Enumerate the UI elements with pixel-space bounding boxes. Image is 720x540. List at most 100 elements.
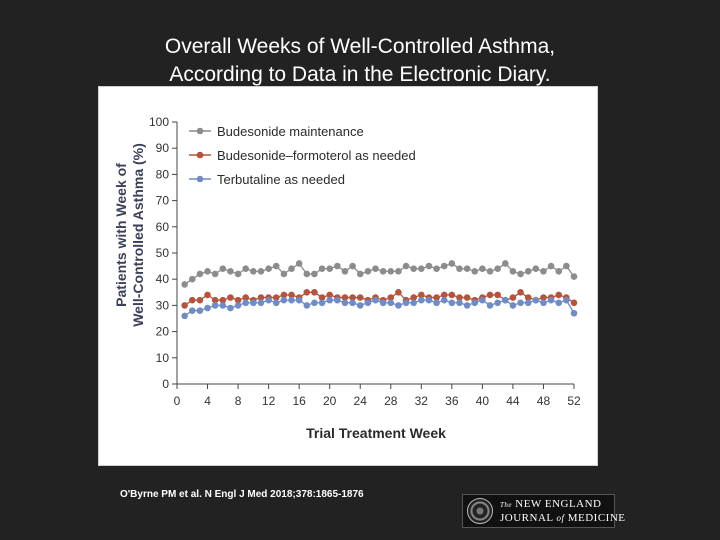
data-point — [517, 270, 524, 278]
x-tick-label: 12 — [262, 394, 276, 408]
data-point — [280, 296, 288, 304]
x-tick-label: 36 — [445, 394, 459, 408]
data-point — [555, 291, 563, 299]
data-point — [486, 291, 494, 299]
data-point — [188, 275, 196, 283]
x-tick-label: 8 — [235, 394, 242, 408]
data-point — [242, 299, 250, 307]
series-2 — [181, 289, 578, 309]
data-point — [272, 294, 280, 301]
data-point — [448, 260, 456, 267]
data-point — [387, 299, 395, 307]
data-point — [448, 291, 456, 299]
data-point — [395, 302, 402, 309]
data-point — [517, 289, 524, 296]
data-point — [227, 294, 234, 301]
logo-name2a: JOURNAL — [500, 512, 554, 524]
data-point — [234, 270, 242, 278]
x-tick-label: 44 — [506, 394, 520, 408]
data-point — [372, 265, 379, 273]
legend-marker — [196, 151, 204, 159]
series-line — [184, 262, 575, 285]
data-point — [219, 296, 227, 304]
data-point — [440, 296, 448, 304]
data-point — [395, 268, 402, 275]
data-point — [494, 299, 501, 307]
data-point — [356, 294, 364, 301]
x-tick-label: 4 — [204, 394, 211, 408]
x-tick-label: 20 — [323, 394, 337, 408]
series-1 — [181, 260, 578, 288]
data-point — [341, 299, 349, 307]
data-point — [196, 296, 204, 304]
data-point — [433, 294, 440, 301]
data-point — [356, 270, 364, 278]
data-point — [471, 299, 479, 307]
slide-title-line1: Overall Weeks of Well-Controlled Asthma, — [164, 35, 556, 58]
data-point — [211, 302, 219, 309]
data-point — [349, 294, 356, 301]
data-point — [517, 299, 524, 307]
data-point — [318, 265, 326, 273]
legend-item: Terbutaline as needed — [189, 172, 345, 187]
logo-line2: JOURNAL of MEDICINE — [500, 512, 626, 524]
data-point — [418, 291, 425, 299]
logo-name2b: of — [556, 513, 565, 523]
data-point — [364, 299, 372, 307]
data-point — [509, 268, 517, 275]
legend-label: Budesonide maintenance — [217, 124, 364, 139]
y-tick-label: 70 — [156, 194, 170, 208]
data-point — [509, 294, 517, 301]
series-layer — [181, 260, 578, 320]
y-tick-label: 90 — [156, 141, 170, 155]
legend-marker — [196, 127, 204, 135]
data-point — [234, 302, 242, 309]
x-axis-label: Trial Treatment Week — [306, 425, 446, 441]
data-point — [440, 291, 448, 299]
data-point — [204, 268, 211, 275]
data-point — [227, 304, 234, 312]
series-3 — [181, 296, 578, 320]
data-point — [280, 270, 288, 278]
data-point — [295, 296, 303, 304]
y-tick-label: 20 — [156, 325, 170, 339]
data-point — [456, 294, 463, 301]
data-point — [204, 304, 211, 312]
data-point — [280, 291, 288, 299]
data-point — [570, 299, 578, 307]
data-point — [204, 291, 211, 299]
data-point — [463, 294, 471, 301]
data-point — [540, 268, 547, 275]
data-point — [318, 299, 326, 307]
data-point — [532, 265, 540, 273]
data-point — [486, 302, 494, 309]
data-point — [555, 299, 563, 307]
data-point — [540, 294, 547, 301]
series-line — [184, 299, 575, 317]
x-axis: 0 4 8 12 16 20 24 28 32 36 40 44 48 52 — [174, 383, 581, 408]
x-tick-label: 40 — [476, 394, 490, 408]
data-point — [234, 296, 242, 304]
y-axis-label-line2: Well-Controlled Asthma (%) — [130, 143, 146, 327]
data-point — [410, 299, 417, 307]
data-point — [257, 299, 265, 307]
x-tick-label: 24 — [354, 394, 368, 408]
y-tick-label: 80 — [156, 167, 170, 181]
data-point — [463, 265, 471, 273]
chart-panel: 0 10 20 30 40 50 60 70 80 90 100 0 4 8 12 16 20 24 28 32 36… — [98, 86, 598, 466]
data-point — [211, 296, 219, 304]
data-point — [456, 265, 463, 273]
y-tick-label: 10 — [156, 351, 170, 365]
data-point — [387, 268, 395, 275]
x-tick-label: 0 — [174, 394, 181, 408]
data-point — [486, 268, 494, 275]
data-point — [418, 296, 425, 304]
data-point — [479, 296, 486, 304]
data-point — [372, 296, 379, 304]
data-point — [402, 262, 410, 270]
y-axis-label-line1: Patients with Week of — [113, 163, 129, 307]
data-point — [341, 268, 349, 275]
data-point — [288, 296, 295, 304]
data-point — [288, 291, 295, 299]
